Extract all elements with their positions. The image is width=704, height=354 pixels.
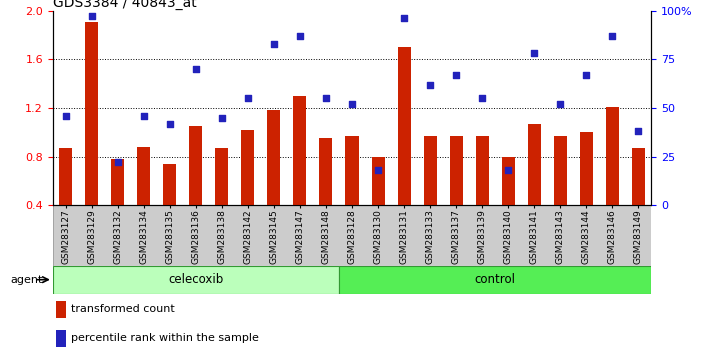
Text: control: control [474, 273, 515, 286]
Bar [372, 156, 384, 205]
Bar [163, 164, 177, 205]
Point [477, 96, 488, 101]
Point [112, 160, 123, 165]
Bar [189, 126, 203, 205]
Point [138, 113, 149, 119]
Point [581, 72, 592, 78]
Bar [553, 136, 567, 205]
Bar [346, 136, 358, 205]
Bar [294, 96, 306, 205]
Bar [137, 147, 151, 205]
Point [633, 129, 644, 134]
Bar [450, 136, 463, 205]
Point [503, 167, 514, 173]
Bar [339, 266, 651, 294]
Point [164, 121, 175, 126]
Bar [631, 148, 645, 205]
Bar [111, 159, 125, 205]
Point [216, 115, 227, 120]
Bar [56, 301, 66, 318]
Point [320, 96, 332, 101]
Bar [398, 47, 410, 205]
Bar [241, 130, 254, 205]
Point [398, 16, 410, 21]
Bar [424, 136, 436, 205]
Text: agent: agent [11, 275, 43, 285]
Point [555, 101, 566, 107]
Point [451, 72, 462, 78]
Bar [268, 110, 280, 205]
Text: celecoxib: celecoxib [168, 273, 224, 286]
Text: GDS3384 / 40843_at: GDS3384 / 40843_at [53, 0, 196, 10]
Point [529, 51, 540, 56]
Bar [476, 136, 489, 205]
Bar [215, 148, 228, 205]
Point [607, 33, 618, 39]
Bar [579, 132, 593, 205]
Bar [320, 138, 332, 205]
Point [242, 96, 253, 101]
Bar [53, 266, 339, 294]
Point [294, 33, 306, 39]
Point [60, 113, 71, 119]
Point [346, 101, 358, 107]
Text: percentile rank within the sample: percentile rank within the sample [71, 333, 259, 343]
Point [372, 167, 384, 173]
Text: transformed count: transformed count [71, 304, 175, 314]
Point [190, 66, 201, 72]
Bar [605, 107, 619, 205]
Bar [502, 156, 515, 205]
Point [268, 41, 279, 46]
Point [86, 13, 97, 19]
Bar [85, 22, 99, 205]
Point [425, 82, 436, 87]
Bar [56, 330, 66, 347]
Bar [527, 124, 541, 205]
Bar [59, 148, 73, 205]
